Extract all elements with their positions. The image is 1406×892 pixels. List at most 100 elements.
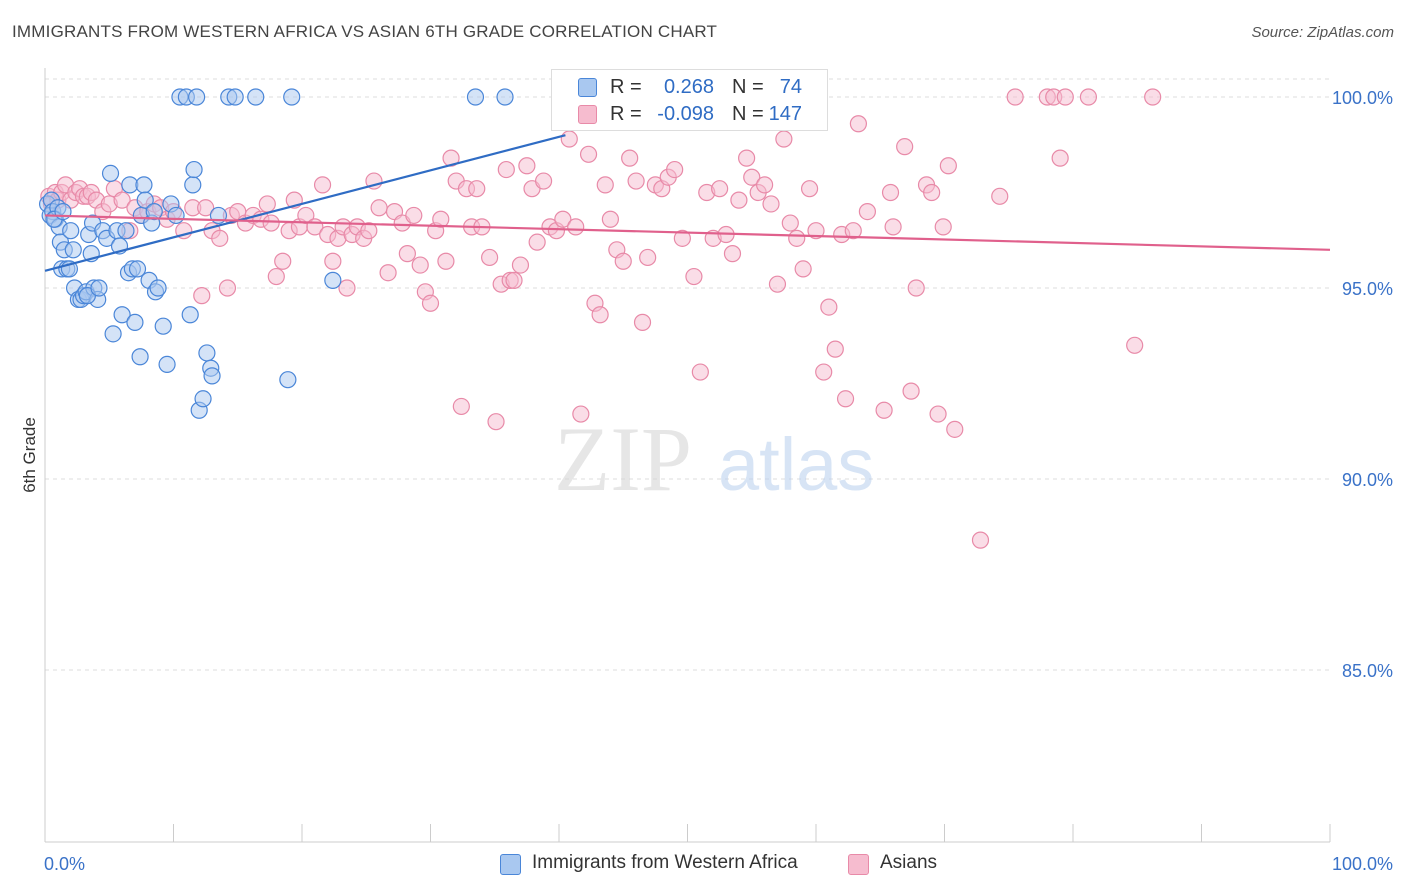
- asians-point: [743, 168, 761, 186]
- asians-point: [360, 222, 378, 240]
- source-label: Source: ZipAtlas.com: [1251, 24, 1394, 41]
- asians-point: [379, 264, 397, 282]
- asians-point: [730, 191, 748, 209]
- asians-point: [193, 287, 211, 305]
- asians-point: [1051, 149, 1069, 167]
- r-label: R =: [610, 76, 642, 98]
- western-africa-point: [279, 371, 297, 389]
- western-africa-point: [154, 317, 172, 335]
- asians-point: [971, 531, 990, 549]
- asians-point: [468, 180, 486, 198]
- asians-point: [497, 160, 515, 179]
- western-africa-point: [136, 191, 154, 209]
- legend-row-western-africa: R = 0.268 N = 74: [552, 74, 827, 100]
- asians-point: [896, 138, 914, 156]
- y-tick-label: 90.0%: [1342, 470, 1393, 490]
- western-africa-point: [198, 344, 216, 362]
- asians-point: [338, 279, 356, 297]
- asians-point: [875, 401, 893, 419]
- y-tick-label: 85.0%: [1342, 661, 1393, 681]
- asians-point: [572, 405, 590, 423]
- trend-lines: [44, 134, 1331, 272]
- asians-point: [902, 382, 920, 400]
- asians-point: [1144, 88, 1162, 106]
- asians-point: [211, 229, 229, 247]
- asians-point: [370, 199, 388, 217]
- western-africa-point: [283, 88, 301, 106]
- n-value: 74: [779, 76, 802, 98]
- western-africa-point: [135, 176, 153, 194]
- asians-point: [274, 252, 292, 270]
- western-africa-point: [113, 306, 131, 324]
- asians-point: [405, 206, 423, 225]
- western-africa-point: [149, 279, 167, 297]
- western-africa-point: [194, 390, 212, 408]
- asians-point: [421, 294, 440, 312]
- western-africa-point: [117, 222, 135, 240]
- asians-point: [691, 363, 709, 381]
- asians-point: [738, 149, 756, 167]
- asians-point: [621, 149, 639, 167]
- asians-point: [849, 115, 868, 133]
- asians-point: [601, 210, 620, 228]
- asians-point: [768, 275, 787, 293]
- asians-trend-line: [44, 214, 1331, 251]
- asians-point: [711, 180, 729, 198]
- asians-point: [218, 279, 237, 297]
- watermark-zip: ZIP: [554, 408, 692, 510]
- asians-point: [755, 176, 774, 194]
- western-africa-point: [64, 241, 82, 259]
- western-africa-point: [226, 88, 244, 106]
- western-africa-point: [203, 367, 221, 385]
- asians-point: [1056, 88, 1074, 106]
- asians-point: [554, 210, 572, 228]
- asians-point: [267, 267, 285, 286]
- x-tick-label-min: 0.0%: [44, 854, 85, 874]
- asians-point: [324, 252, 342, 270]
- western-africa-point: [131, 348, 149, 366]
- asians-point: [639, 248, 657, 267]
- asians-point: [800, 180, 819, 198]
- asians-point: [197, 199, 215, 217]
- asians-point: [398, 245, 416, 263]
- asians-point: [907, 279, 925, 297]
- asians-point: [723, 245, 742, 263]
- western-africa-point: [90, 279, 108, 297]
- asians-point: [884, 218, 902, 236]
- asians-point: [1006, 88, 1024, 106]
- asians-point: [258, 195, 276, 213]
- asians-point: [685, 267, 703, 286]
- r-label: R =: [610, 103, 642, 125]
- chart-title: IMMIGRANTS FROM WESTERN AFRICA VS ASIAN …: [12, 22, 718, 41]
- blue-swatch: [500, 854, 521, 875]
- pink-swatch: [848, 854, 869, 875]
- legend-row-asians: R = -0.098 N = 147: [552, 101, 827, 127]
- asians-point: [836, 390, 855, 408]
- asians-point: [991, 187, 1009, 205]
- asians-point: [666, 160, 684, 179]
- asians-point: [881, 183, 900, 202]
- western-africa-point: [167, 206, 185, 225]
- western-africa-point: [126, 313, 144, 331]
- asians-point: [437, 252, 455, 270]
- asians-point: [807, 222, 825, 240]
- asians-point: [113, 191, 131, 209]
- legend-label: Immigrants from Western Africa: [532, 852, 798, 873]
- asians-point: [844, 222, 862, 240]
- asians-point: [487, 413, 505, 431]
- legend-label: Asians: [880, 852, 938, 873]
- western-africa-point: [247, 88, 265, 106]
- asians-point: [1126, 336, 1144, 354]
- asians-point: [262, 214, 280, 232]
- western-africa-point: [54, 203, 72, 221]
- asians-point: [820, 298, 838, 316]
- western-africa-point: [184, 176, 202, 194]
- asians-point: [923, 183, 941, 202]
- asians-point: [939, 157, 957, 175]
- tick-labels: 100.0% 95.0% 90.0% 85.0% 0.0% 100.0%: [44, 88, 1393, 874]
- asians-point: [633, 313, 652, 331]
- x-tick-label-max: 100.0%: [1332, 854, 1393, 874]
- n-label: N =: [732, 76, 764, 98]
- asians-point: [534, 172, 553, 190]
